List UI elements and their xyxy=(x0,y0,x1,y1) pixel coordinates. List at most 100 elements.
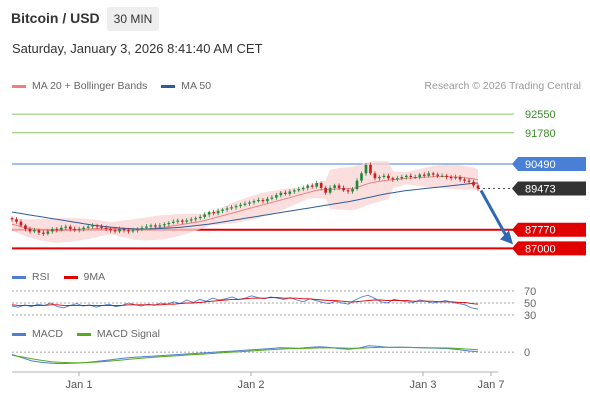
candle-body xyxy=(122,228,126,231)
candle-body xyxy=(283,192,287,194)
x-tick-jan-2: Jan 2 xyxy=(238,379,265,391)
level-badge-89473 xyxy=(512,181,586,196)
rsi-tick-30: 30 xyxy=(524,310,536,322)
candle-body xyxy=(400,177,404,179)
level-label-90490: 90490 xyxy=(525,159,556,171)
level-label-87770: 87770 xyxy=(525,225,556,237)
rsi-tick-70: 70 xyxy=(524,286,536,298)
candle-body xyxy=(391,178,395,180)
candle-body xyxy=(458,177,462,180)
candle-body xyxy=(337,185,341,188)
candle-body xyxy=(95,225,99,227)
macd-series-signal xyxy=(11,346,479,364)
candlesticks xyxy=(10,162,480,237)
candle-body xyxy=(440,175,444,177)
rsi-series-9ma xyxy=(11,297,479,306)
candle-body xyxy=(42,232,45,234)
candle-body xyxy=(436,174,440,176)
x-tick-jan-1: Jan 1 xyxy=(66,379,93,391)
candle-body xyxy=(346,190,350,192)
candle-body xyxy=(198,216,202,219)
candle-body xyxy=(180,220,184,222)
candle-body xyxy=(266,198,269,202)
ma20-line xyxy=(11,176,479,232)
forecast-arrow-head xyxy=(500,230,513,245)
candle-body xyxy=(216,210,220,214)
candle-body xyxy=(328,187,332,193)
candle-body xyxy=(257,199,260,202)
rsi-series-rsi xyxy=(11,294,479,310)
candle-body xyxy=(154,225,157,227)
candle-body xyxy=(288,191,292,194)
candle-body xyxy=(46,231,50,234)
candle-body xyxy=(145,226,148,228)
candle-body xyxy=(342,187,345,191)
candle-body xyxy=(396,178,399,180)
candle-body xyxy=(118,228,121,232)
legend-label-macd-signal: MACD Signal xyxy=(96,328,160,340)
candle-body xyxy=(445,175,448,177)
x-tick-jan-7: Jan 7 xyxy=(478,379,505,391)
candle-body xyxy=(373,173,377,179)
legend-item-ma20: MA 20 + Bollinger Bands xyxy=(12,80,147,92)
instrument-title: Bitcoin / USD xyxy=(11,10,100,26)
legend-item-macd-signal: MACD Signal xyxy=(76,328,160,340)
candle-body xyxy=(454,177,457,179)
candle-body xyxy=(113,230,117,232)
candle-body xyxy=(472,181,475,186)
legend-label-macd: MACD xyxy=(32,328,63,340)
candle-body xyxy=(476,185,480,189)
legend-item-macd: MACD xyxy=(12,328,63,340)
candle-body xyxy=(243,203,247,205)
legend-item-ma50: MA 50 xyxy=(161,80,211,92)
candle-body xyxy=(364,164,368,174)
macd-legend: MACD MACD Signal xyxy=(12,328,174,340)
legend-label-ma50: MA 50 xyxy=(181,80,212,92)
x-axis: Jan 1 Jan 2 Jan 3 Jan 7 xyxy=(12,371,505,391)
candle-body xyxy=(19,221,23,226)
forecast-arrow xyxy=(479,189,513,245)
candle-body xyxy=(310,185,314,187)
legend-swatch-rsi xyxy=(12,275,26,279)
legend-swatch-macd-signal xyxy=(76,332,91,336)
legend-label-9ma: 9MA xyxy=(83,271,106,283)
candle-body xyxy=(319,183,323,188)
level-badge-87770 xyxy=(512,222,586,237)
candle-body xyxy=(378,177,381,179)
candle-body xyxy=(59,227,63,231)
candle-body xyxy=(449,177,453,179)
candle-body xyxy=(355,180,359,190)
candle-body xyxy=(270,197,274,199)
candle-body xyxy=(333,185,336,188)
level-badge-87000 xyxy=(512,241,586,256)
candle-body xyxy=(73,228,77,231)
candle-body xyxy=(10,218,14,220)
legend-swatch-ma20 xyxy=(12,84,26,88)
candle-body xyxy=(163,224,166,226)
price-level-labels: 92550 91780 90490 89473 87770 87000 xyxy=(512,109,586,256)
candle-body xyxy=(212,212,215,214)
interval-button[interactable]: 30 MIN xyxy=(107,7,159,31)
legend-label-ma20: MA 20 + Bollinger Bands xyxy=(32,80,148,92)
candle-body xyxy=(185,220,189,222)
candle-body xyxy=(324,187,327,193)
candle-body xyxy=(427,173,431,176)
candle-body xyxy=(431,173,435,175)
candle-body xyxy=(239,204,242,207)
legend-label-rsi: RSI xyxy=(32,271,50,283)
candle-body xyxy=(234,206,238,208)
candle-body xyxy=(297,189,301,191)
candle-body xyxy=(167,222,171,225)
candle-body xyxy=(248,202,251,204)
candle-body xyxy=(261,199,265,202)
candle-body xyxy=(404,175,408,177)
candle-body xyxy=(292,190,296,192)
candle-body xyxy=(24,225,27,229)
candle-body xyxy=(422,174,426,176)
candle-body xyxy=(418,174,422,177)
candle-body xyxy=(100,226,103,228)
ma50-line xyxy=(11,182,479,230)
candle-body xyxy=(64,226,68,228)
candle-body xyxy=(176,220,180,222)
